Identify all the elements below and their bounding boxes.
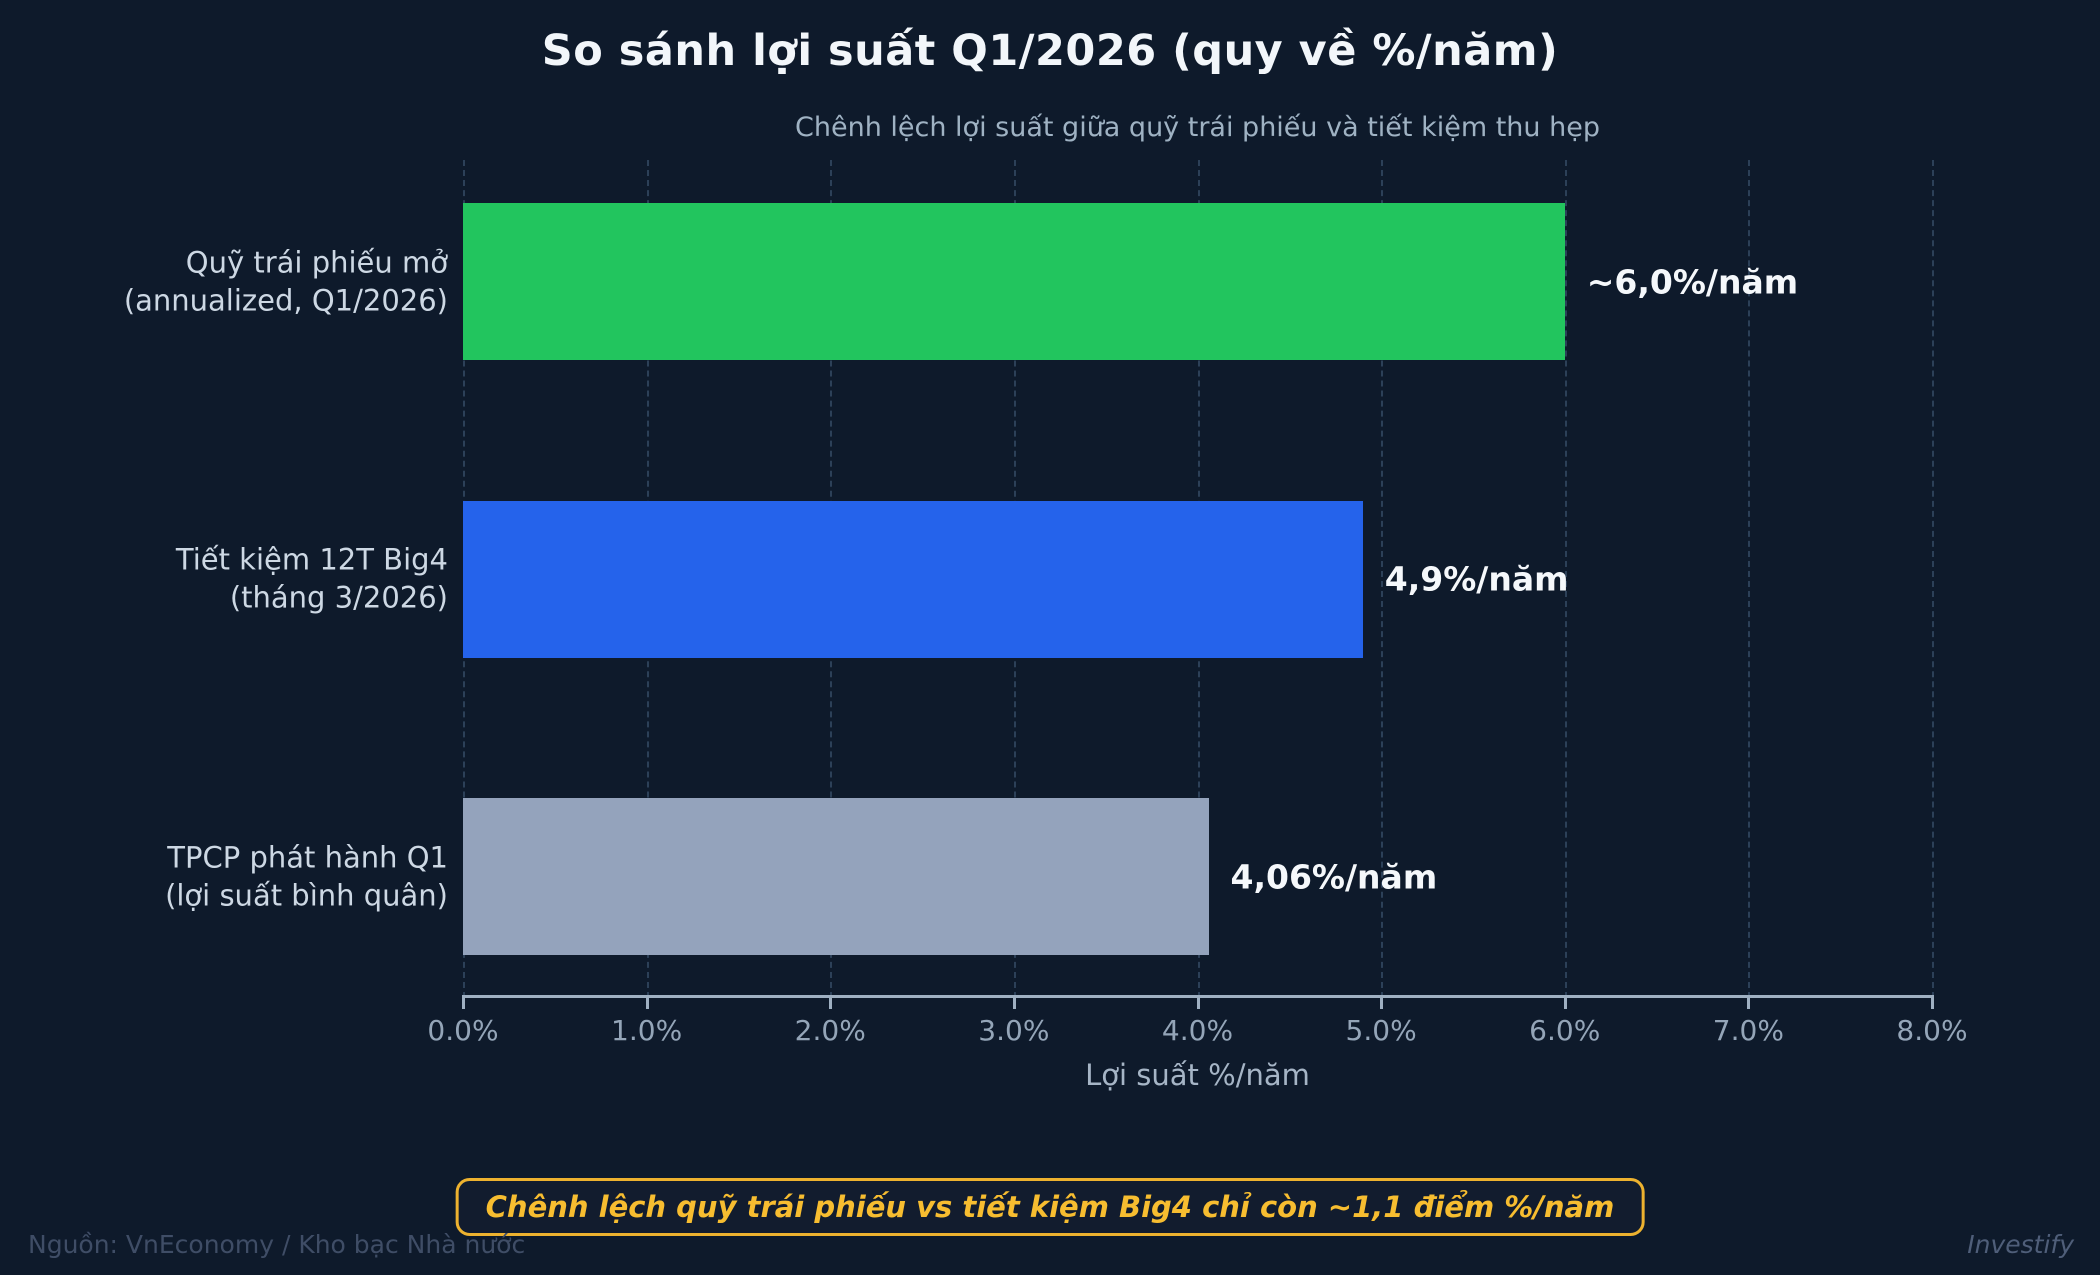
x-tick-label: 7.0% [1712, 1014, 1784, 1047]
tick-mark [1747, 998, 1751, 1009]
gridline [1564, 160, 1567, 998]
chart-title: So sánh lợi suất Q1/2026 (quy về %/năm) [541, 26, 1559, 76]
source-credit: Nguồn: VnEconomy / Kho bạc Nhà nước [28, 1230, 526, 1259]
tick-mark [462, 998, 465, 1009]
tick-mark [829, 998, 833, 1009]
bar-category-label-line: Tiết kiệm 12T Big4 [175, 542, 448, 577]
x-tick-label: 8.0% [1896, 1014, 1968, 1047]
bar-category-label-line: (tháng 3/2026) [229, 581, 448, 615]
gridline [1381, 160, 1384, 998]
tick-mark [1380, 998, 1384, 1009]
bar-category-label: Quỹ trái phiếu mở (annualized, Q1/2026) [0, 243, 448, 320]
x-tick-label: 1.0% [611, 1014, 683, 1047]
tick-mark [1563, 998, 1567, 1009]
tick-mark [645, 998, 649, 1009]
brand-watermark: Investify [1967, 1230, 2074, 1259]
tick-mark [1012, 998, 1016, 1009]
x-tick-label: 5.0% [1345, 1014, 1417, 1047]
bar-category-label-line: (annualized, Q1/2026) [123, 283, 448, 318]
bar-category-label-line: (lợi suất bình quân) [165, 878, 448, 913]
chart-subtitle: Chênh lệch lợi suất giữa quỹ trái phiếu … [795, 112, 1600, 143]
bar-value-label: 4,06%/năm [1230, 857, 1438, 896]
tick-mark [1931, 998, 1934, 1009]
bar-value-label: ~6,0%/năm [1586, 262, 1799, 301]
x-tick-label: 6.0% [1529, 1014, 1601, 1047]
bar-category-label-line: Quỹ trái phiếu mở [185, 245, 448, 280]
bar [463, 203, 1565, 360]
bar [463, 798, 1209, 955]
x-axis-label: Lợi suất %/năm [1085, 1058, 1310, 1092]
x-tick-label: 4.0% [1161, 1014, 1234, 1047]
x-tick-label: 0.0% [427, 1014, 499, 1047]
bar-category-label-line: TPCP phát hành Q1 [167, 840, 448, 875]
x-tick-label: 3.0% [978, 1014, 1050, 1047]
gridline [1748, 160, 1751, 998]
x-tick-label: 2.0% [794, 1014, 866, 1047]
tick-mark [1196, 998, 1200, 1009]
x-axis-line [462, 995, 1934, 998]
bar-value-label: 4,9%/năm [1384, 559, 1569, 599]
gridline [1932, 160, 1934, 998]
annotation-box: Chênh lệch quỹ trái phiếu vs tiết kiệm B… [455, 1178, 1645, 1236]
bar [463, 500, 1363, 658]
bar-category-label: Tiết kiệm 12T Big4 (tháng 3/2026) [0, 541, 448, 618]
bar-category-label: TPCP phát hành Q1 (lợi suất bình quân) [0, 838, 448, 915]
